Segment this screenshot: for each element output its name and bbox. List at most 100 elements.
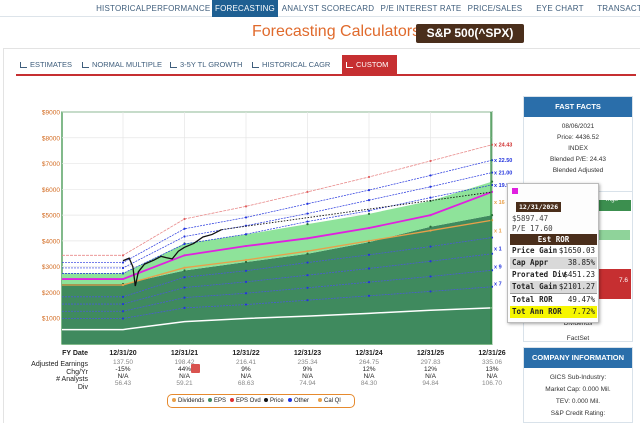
multiple-line-22-50 [62,159,493,263]
tab-estimates[interactable]: ESTIMATES [16,55,76,74]
nav-item-price-sales[interactable]: PRICE/SALES [467,4,523,13]
data-point [429,185,432,188]
data-point [367,175,371,179]
multiple-label: x 21.00 [494,171,512,177]
nav-item-forecasting[interactable]: FORECASTING [212,0,278,17]
fair-value-line [62,219,493,286]
eps-value: 216.41 [236,359,256,366]
tooltip-ror-head: Est ROR [510,234,597,245]
data-point [306,237,309,240]
gics-label: GICS Sub-Industry: [549,374,607,381]
y-tick-label: $1000 [42,316,60,323]
data-point [121,277,125,281]
nav-item-performance[interactable]: PERFORMANCE [146,4,211,13]
legend-label: EPS [214,398,227,404]
data-point [367,267,371,270]
eps-value: 198.42 [174,359,195,366]
legend-item-price[interactable]: Price [264,398,284,404]
data-point [367,209,371,212]
data-point [429,290,432,293]
tab-custom[interactable]: CUSTOM [342,55,397,74]
tooltip-row: Tot Ann ROR 7.72% [510,306,597,318]
tooltip-row-key: Total Gain [512,282,558,291]
data-point [244,269,248,272]
data-point [306,220,309,223]
nav-item-analyst-scorecard[interactable]: ANALYST SCORECARD [281,4,375,13]
data-point [183,217,186,221]
data-point [429,225,432,228]
tab-3-5y-tl-growth[interactable]: 3-5Y TL GROWTH [166,55,244,74]
company-info-head: COMPANY INFORMATION [524,348,632,368]
y-tick-label: $9000 [42,110,60,117]
nav-item-transactio[interactable]: TRANSACTIO [597,4,640,13]
data-point [306,202,309,205]
price-projection-line [221,191,493,231]
tooltip-row-value: $2101.27 [558,282,595,291]
data-point [306,286,309,289]
data-point [367,239,371,242]
fy-date: 12/31/22 [232,350,260,357]
tooltip-row: Price Gain $1650.03 [510,245,597,257]
ticker-badge: S&P 500(^SPX) [416,24,524,43]
data-point [183,286,186,289]
data-point [183,296,186,299]
table-row-label: # Analysts [56,376,88,383]
fy-date: 12/31/23 [293,350,322,357]
multiple-label: x 22.50 [494,158,512,164]
tooltip-row-value: 49.47% [567,295,595,304]
nav-item-eye-chart[interactable]: EYE CHART [536,4,584,13]
analysts-value: N/A [240,373,252,380]
multiple-line-21-00 [62,172,493,269]
fast-facts-date: 08/06/2021 [561,123,595,130]
eps-override-icon[interactable] [191,364,200,373]
fast-facts-type: INDEX [568,145,588,152]
dividend-value: 74.94 [299,380,316,387]
legend-item-dividends[interactable]: Dividends [172,398,204,404]
legend-label: Price [270,398,284,404]
nav-item-p-e-interest-rate[interactable]: P/E INTEREST RATE [380,4,462,13]
legend-item-other[interactable]: Other [288,398,309,404]
legend-swatch-icon [318,398,322,402]
tab-historical-cagr[interactable]: HISTORICAL CAGR [248,55,340,74]
custom-pe-line [62,191,493,280]
legend-swatch-icon [208,398,212,402]
data-point [183,254,186,257]
data-point [244,233,248,236]
analysts-value: N/A [302,373,313,380]
data-point [429,196,432,199]
credit-rating-label: S&P Credit Rating: [550,410,606,417]
fast-facts-blended-adj: Blended Adjusted [552,167,604,174]
tooltip-row-key: Prorated Div [512,270,567,279]
dividend-value: 56.43 [114,380,132,387]
data-point [183,242,186,246]
dividend-value: 106.70 [482,380,502,387]
change-value: -15% [115,366,131,373]
fy-date: 12/31/24 [355,350,383,357]
data-point [244,205,248,208]
multiple-label: x 1 [494,247,502,253]
data-point [121,283,125,287]
data-point [244,244,248,248]
multiple-label: x 16 [494,200,505,206]
dividend-value: 84.30 [360,380,378,387]
tab-normal-multiple[interactable]: NORMAL MULTIPLE [78,55,164,74]
analysts-value: N/A [179,373,190,380]
dividend-value: 59.21 [176,380,193,387]
legend-item-cal-ql[interactable]: Cal Ql [318,398,341,404]
tooltip-row: Cap Appr 38.85% [510,257,597,269]
multiple-line-9 [62,269,493,312]
legend-swatch-icon [288,398,292,402]
data-point [306,261,309,264]
legend-item-eps[interactable]: EPS [208,398,226,404]
data-point [183,266,186,269]
tooltip-row-key: Total ROR [512,295,553,304]
top-nav: HISTORICAL PERFORMANCE FORECASTING ANALYST … [0,0,640,17]
data-point [429,260,432,263]
legend-item-eps-ovd[interactable]: EPS Ovd [230,398,261,404]
data-point [183,269,186,272]
data-point [121,317,125,320]
nav-item-historical[interactable]: HISTORICAL [96,4,146,13]
y-tick-label: $4000 [42,238,60,245]
change-value: 9% [302,366,313,373]
